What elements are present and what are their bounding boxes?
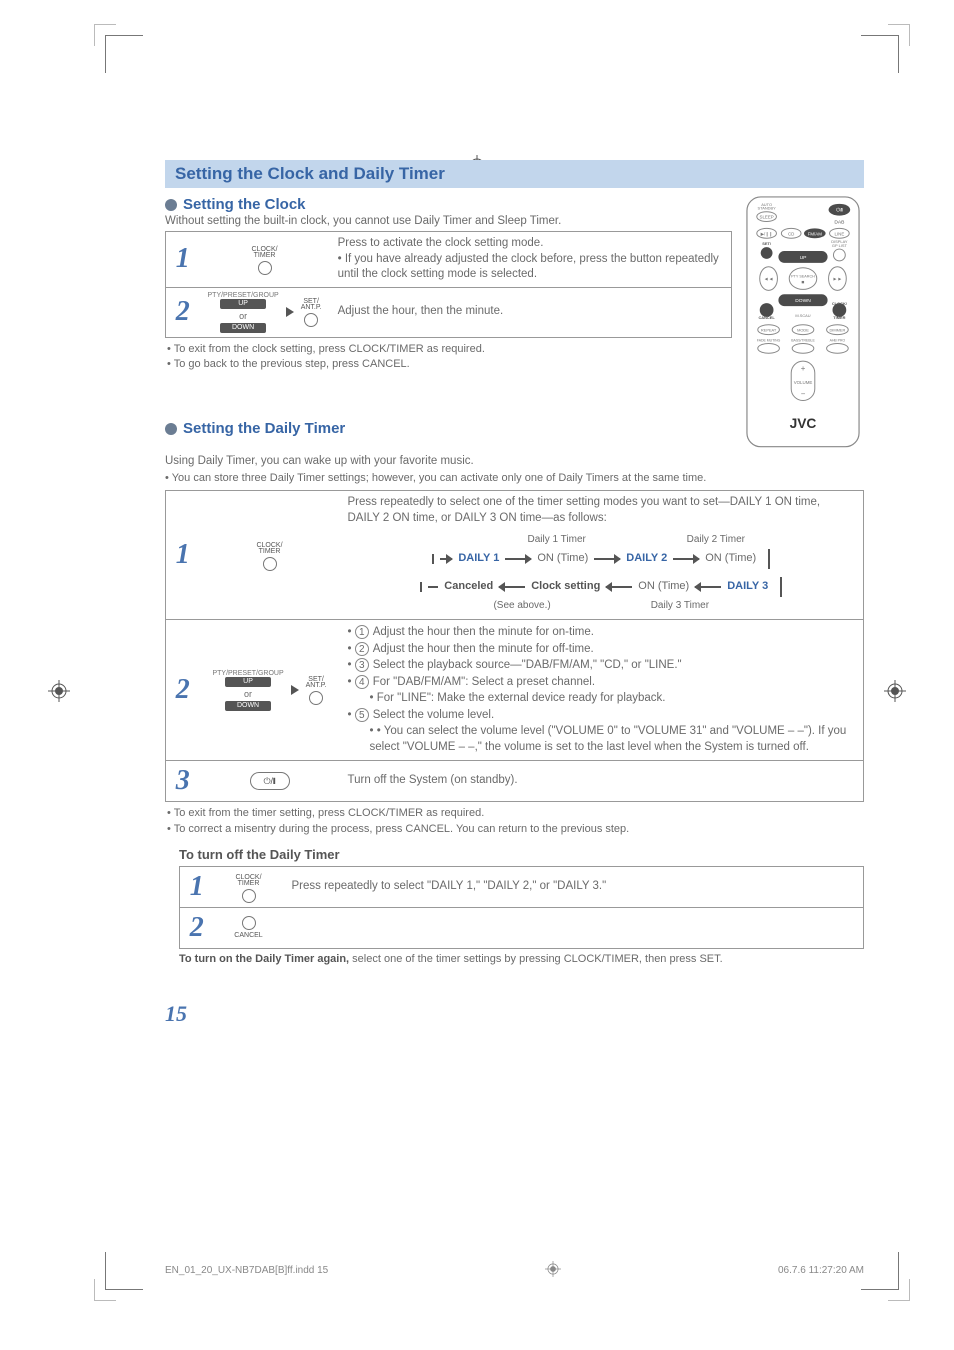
clock-notes: To exit from the clock setting, press CL… — [167, 342, 732, 373]
footer-left: EN_01_20_UX-NB7DAB[B]ff.indd 15 — [165, 1265, 328, 1276]
daily-steps-table: 1 CLOCK/ TIMER Press repeatedly to selec… — [165, 490, 864, 802]
svg-text:DAB: DAB — [834, 219, 845, 225]
step-body-text: Press repeatedly to select "DAILY 1," "D… — [284, 866, 864, 907]
clock-timer-button-icon: CLOCK/ TIMER — [235, 874, 261, 903]
registration-mark-icon — [545, 1261, 561, 1280]
svg-text:SET/: SET/ — [762, 241, 772, 246]
section-title: Setting the Clock and Daily Timer — [165, 160, 864, 188]
bullet-icon — [165, 423, 177, 435]
step-body-text: Turn off the System (on standby). — [340, 761, 864, 802]
svg-text:VOLUME: VOLUME — [794, 380, 813, 385]
svg-text:DIMMER: DIMMER — [829, 328, 845, 333]
step-number: 2 — [166, 287, 200, 337]
clock-steps-table: 1 CLOCK/ TIMER Press to activate the clo… — [165, 231, 732, 338]
svg-text:FM/AM: FM/AM — [808, 231, 823, 236]
note-item: To correct a misentry during the process… — [167, 822, 864, 837]
page-number: 15 — [165, 1001, 864, 1027]
svg-text:MODE: MODE — [797, 328, 809, 333]
up-down-button-icon: PTY/PRESET/GROUP UP or DOWN — [208, 292, 279, 333]
svg-text:BASS/TREBLE: BASS/TREBLE — [791, 338, 815, 342]
clock-timer-button-icon: CLOCK/ TIMER — [252, 246, 278, 275]
svg-text:REPEAT: REPEAT — [761, 328, 777, 333]
step2-list: 1Adjust the hour then the minute for on-… — [348, 625, 856, 755]
step-number: 1 — [180, 866, 214, 907]
daily-intro-2: You can store three Daily Timer settings… — [165, 471, 864, 486]
remote-control-icon: AUTO STANDBY SLEEP ⏻/❙ DAB ▶/❙❙ CD FM/AM… — [744, 194, 862, 450]
svg-text:⏻/❙: ⏻/❙ — [836, 208, 843, 214]
svg-text:STANDBY: STANDBY — [758, 206, 777, 211]
step-number: 1 — [166, 491, 200, 620]
svg-text:TIMER: TIMER — [833, 315, 845, 320]
step-number: 2 — [166, 620, 200, 761]
up-down-button-icon: PTY/PRESET/GROUP UP or DOWN — [212, 670, 283, 711]
svg-text:GP LIST: GP LIST — [832, 243, 848, 248]
svg-text:◄◄: ◄◄ — [764, 278, 774, 283]
svg-text:SLEEP: SLEEP — [760, 215, 774, 220]
daily-heading-text: Setting the Daily Timer — [183, 420, 345, 437]
footer: EN_01_20_UX-NB7DAB[B]ff.indd 15 06.7.6 1… — [165, 1261, 864, 1280]
svg-text:UP: UP — [800, 255, 808, 261]
note-item: To exit from the clock setting, press CL… — [167, 342, 732, 357]
svg-text:DOWN: DOWN — [795, 298, 811, 304]
step-number: 3 — [166, 761, 200, 802]
svg-text:PTY SEARCH: PTY SEARCH — [791, 275, 815, 279]
turn-off-heading: To turn off the Daily Timer — [179, 847, 864, 862]
set-button-icon: SET/ ANT.P. — [306, 676, 327, 705]
cancel-button-icon: CANCEL — [234, 916, 262, 939]
svg-text:►►: ►► — [833, 278, 843, 283]
turn-on-note: To turn on the Daily Timer again, select… — [179, 953, 864, 965]
svg-text:■: ■ — [802, 280, 805, 285]
clock-timer-button-icon: CLOCK/ TIMER — [256, 542, 282, 571]
step-body-text: Adjust the hour, then the minute. — [330, 287, 732, 337]
step-body-text: Press to activate the clock setting mode… — [338, 236, 723, 252]
footer-right: 06.7.6 11:27:20 AM — [778, 1265, 864, 1276]
note-item: To go back to the previous step, press C… — [167, 357, 732, 372]
step1-lead: Press repeatedly to select one of the ti… — [348, 495, 856, 526]
svg-text:−: − — [801, 390, 806, 399]
daily-notes: To exit from the timer setting, press CL… — [167, 806, 864, 837]
step-body-bullet: If you have already adjusted the clock b… — [338, 252, 723, 283]
daily-heading: Setting the Daily Timer — [165, 420, 732, 437]
set-button-icon: SET/ ANT.P. — [301, 298, 322, 327]
svg-text:▶/❙❙: ▶/❙❙ — [761, 231, 773, 236]
svg-text:M.SCAU: M.SCAU — [795, 313, 810, 318]
timer-flow-diagram: Daily 1 Timer Daily 2 Timer DAILY 1 ON (… — [348, 532, 856, 614]
svg-text:+: + — [801, 364, 806, 373]
note-item: To exit from the timer setting, press CL… — [167, 806, 864, 821]
svg-text:CANCEL: CANCEL — [758, 315, 775, 320]
bullet-icon — [165, 199, 177, 211]
svg-text:AHB PRO: AHB PRO — [830, 338, 846, 342]
svg-text:CD: CD — [788, 231, 794, 236]
clock-heading: Setting the Clock — [165, 196, 732, 213]
daily-intro-1: Using Daily Timer, you can wake up with … — [165, 455, 864, 467]
clock-intro: Without setting the built-in clock, you … — [165, 215, 732, 227]
arrow-right-icon — [291, 685, 299, 695]
arrow-right-icon — [286, 307, 294, 317]
turn-off-table: 1 CLOCK/ TIMER Press repeatedly to selec… — [179, 866, 864, 949]
step-number: 1 — [166, 232, 200, 288]
svg-text:CLOCK/: CLOCK/ — [832, 301, 848, 306]
svg-text:LINE: LINE — [834, 231, 844, 236]
step-number: 2 — [180, 907, 214, 948]
standby-button-icon: ⏻/❙ — [250, 772, 290, 790]
svg-text:JVC: JVC — [790, 416, 817, 431]
svg-text:FADE MUTING: FADE MUTING — [757, 338, 781, 342]
clock-heading-text: Setting the Clock — [183, 196, 306, 213]
